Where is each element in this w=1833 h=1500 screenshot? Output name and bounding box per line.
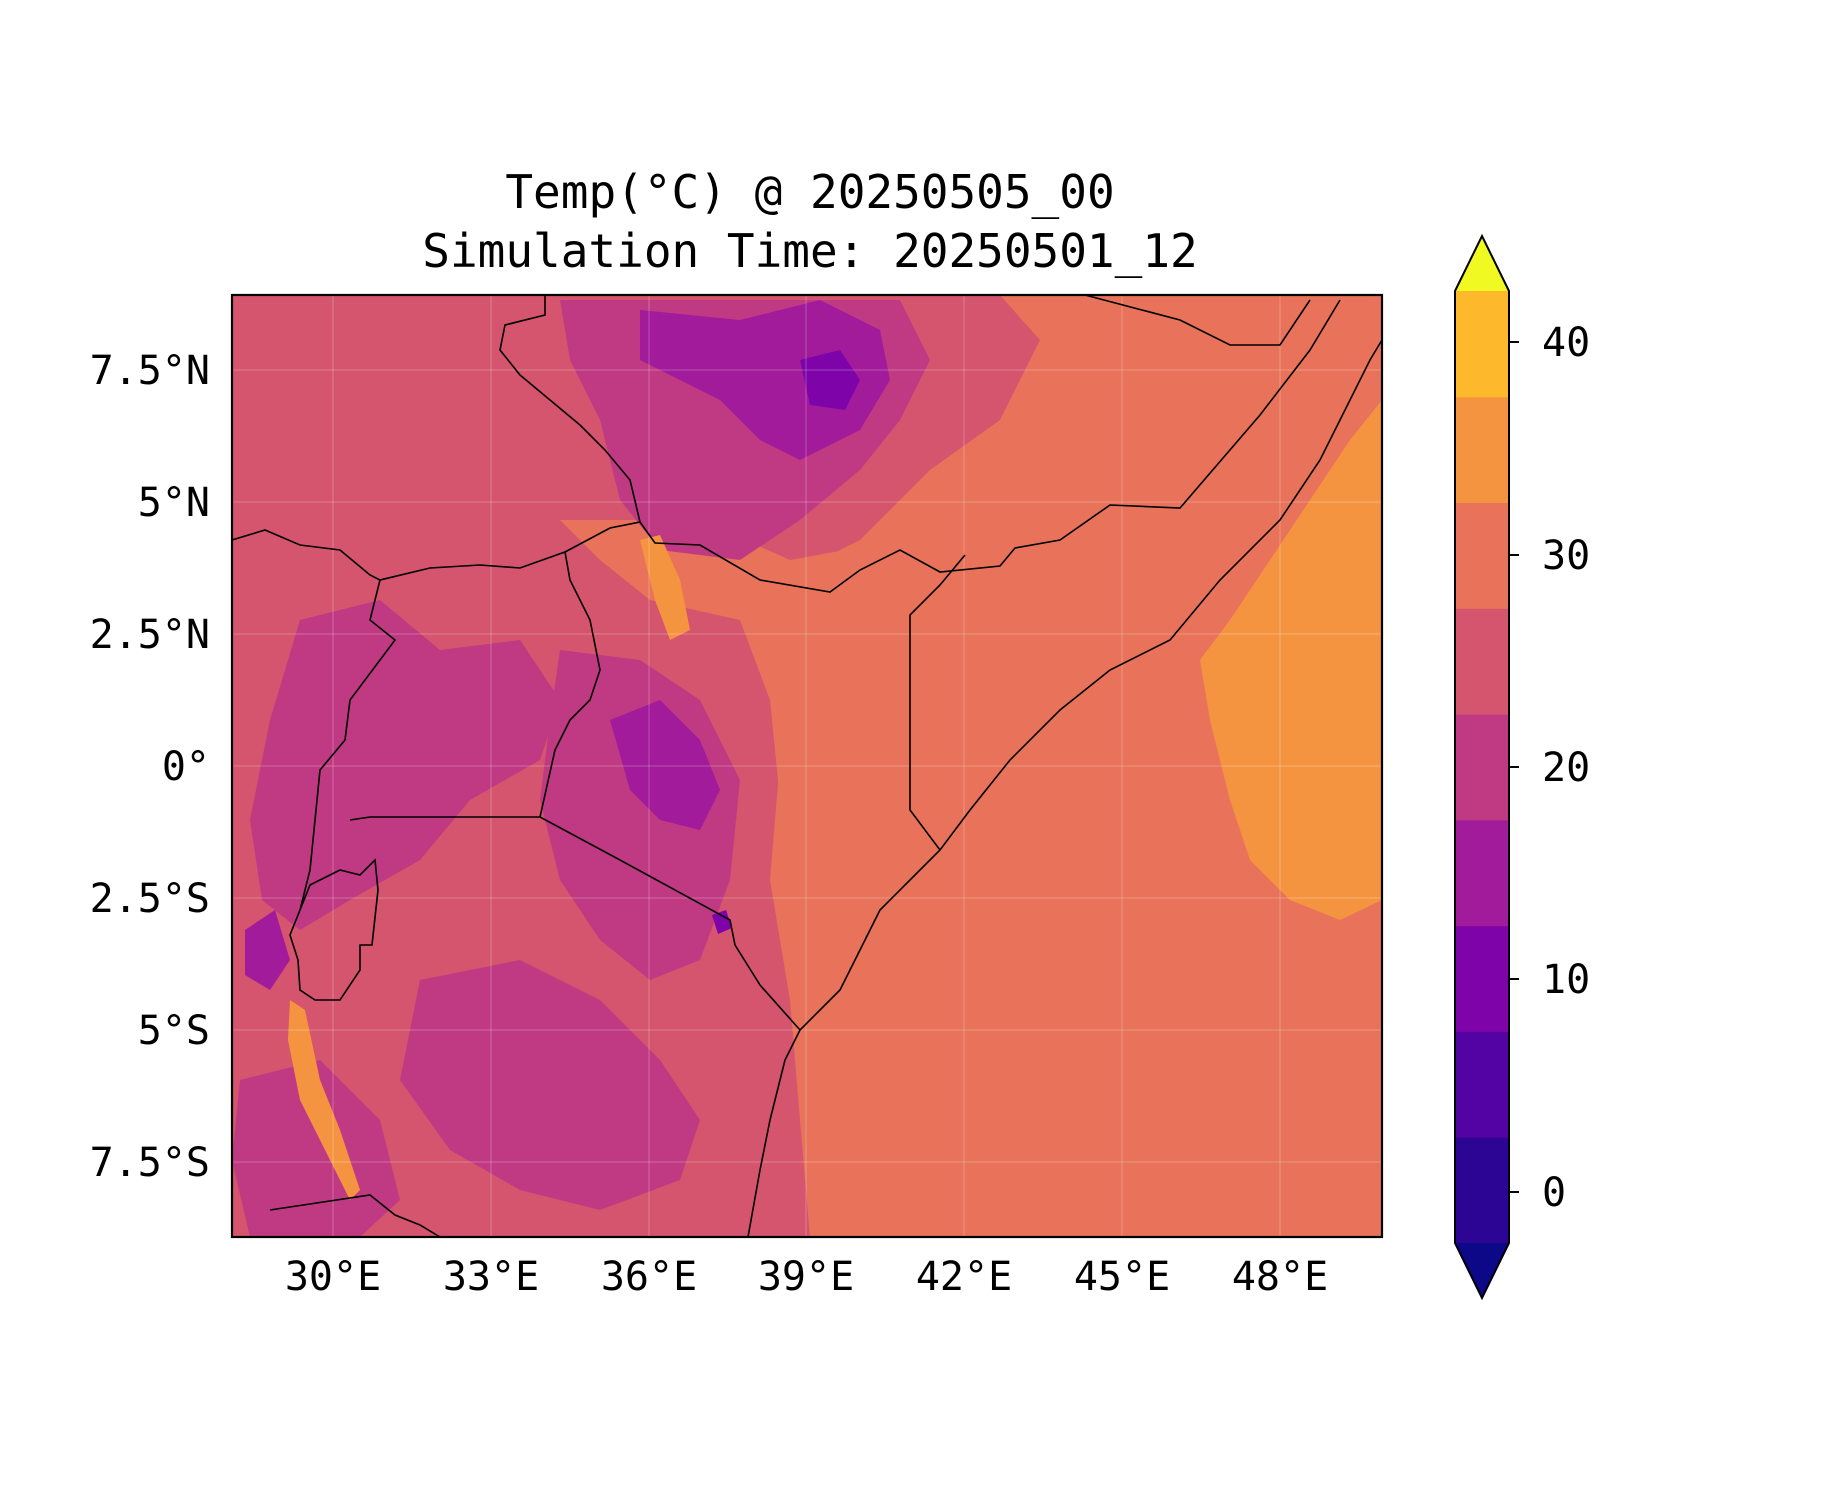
colorbar-band [1455,291,1509,398]
colorbar-tick-label: 30 [1542,533,1590,579]
contour-5-10-ethiopia [800,350,860,410]
colorbar-band [1455,1137,1509,1244]
colorbar-band [1455,608,1509,715]
colorbar-band [1455,925,1509,1032]
lon-tick-label: 33°E [443,1254,539,1300]
colorbar [1454,233,1510,1301]
border-tanzania-south [269,1194,441,1237]
colorbar-band [1455,502,1509,609]
map-frame [230,293,1384,1239]
coastline [747,339,1382,1237]
colorbar-tick-label: 20 [1542,745,1590,791]
colorbar-tick-label: 10 [1542,957,1590,1003]
lat-tick-label: 5°S [138,1008,210,1054]
colorbar-extend-max [1455,236,1509,291]
lon-tick-label: 45°E [1074,1254,1170,1300]
contour-10-15-ethiopia [640,300,890,460]
lat-tick-label: 2.5°N [90,612,210,658]
contour-15-20-tanzania [400,960,700,1210]
lon-axis: 30°E 33°E 36°E 39°E 42°E 45°E 48°E [285,1254,1328,1300]
colorbar-tick-label: 0 [1542,1170,1566,1216]
lat-tick-label: 2.5°S [90,876,210,922]
contour-30-35-lake-tanganyika [288,1000,360,1200]
border-kenya-tanzania [539,816,801,1031]
colorbar-band [1455,819,1509,927]
contour-10-15-rwanda [245,910,290,990]
border-kenya-somalia [909,554,966,851]
border-south-sudan [232,529,397,911]
colorbar-band [1455,714,1509,821]
lon-tick-label: 36°E [601,1254,697,1300]
colorbar-ticks: 0 10 20 30 40 [1509,320,1590,1216]
lon-tick-label: 30°E [285,1254,381,1300]
border-sudan [499,295,641,523]
lat-tick-label: 0° [162,744,210,790]
contour-30-35-somali-coast [1200,400,1382,920]
contour-30-35-rift-north [640,535,690,640]
contour-5-10-kilimanjaro [712,910,732,934]
lon-tick-label: 48°E [1232,1254,1328,1300]
colorbar-extend-min [1455,1243,1509,1298]
lat-tick-label: 5°N [138,480,210,526]
lat-tick-label: 7.5°S [90,1140,210,1186]
lat-axis: 7.5°N 5°N 2.5°N 0° 2.5°S 5°S 7.5°S [90,348,210,1186]
contour-10-15-kenya [610,700,720,830]
colorbar-band [1455,1031,1509,1138]
map-title-line-1: Temp(°C) @ 20250505_00 [505,165,1115,219]
contour-25-30-east-lowland [560,300,1382,1237]
border-somalia-ethiopia [1084,295,1311,346]
border-uganda [349,550,601,821]
country-borders [232,295,1382,1237]
border-ethiopia-kenya [564,299,1341,593]
colorbar-band [1455,396,1509,504]
lat-tick-label: 7.5°N [90,348,210,394]
contour-15-20-uganda [250,600,560,930]
temperature-map [232,295,1382,1237]
map-title-line-2: Simulation Time: 20250501_12 [422,224,1198,278]
gridlines [232,295,1382,1237]
colorbar-outline [1454,233,1510,1301]
lon-tick-label: 42°E [916,1254,1012,1300]
lon-tick-label: 39°E [758,1254,854,1300]
border-rwanda-burundi [289,858,379,1001]
colorbar-tick-label: 40 [1542,320,1590,366]
contour-15-20-sw [232,1060,400,1237]
